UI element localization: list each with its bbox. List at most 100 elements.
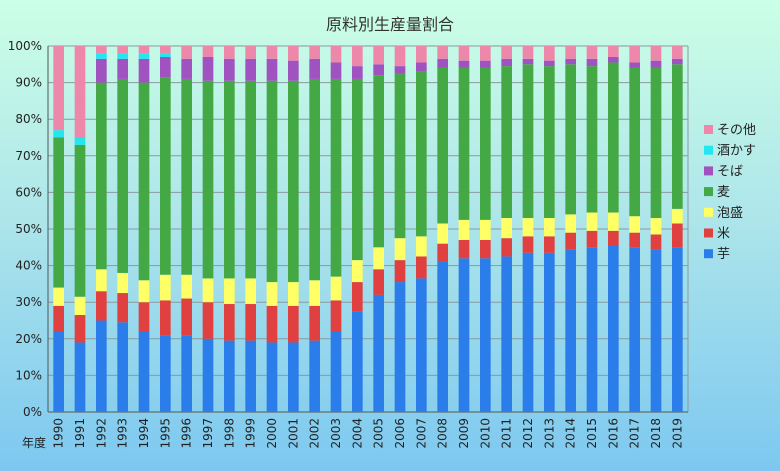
bar-segment [53, 130, 64, 138]
bar-segment [330, 46, 342, 63]
bar-segment [373, 269, 384, 295]
bar-segment [245, 340, 256, 412]
bar-segment [74, 342, 86, 412]
bar-segment [224, 46, 235, 59]
bar-segment [629, 216, 640, 233]
legend-swatch [704, 249, 713, 259]
bar-segment [416, 46, 427, 63]
y-tick-label: 0% [23, 405, 42, 419]
x-tick-label: 2015 [585, 418, 599, 449]
bar-segment [160, 46, 171, 54]
y-tick-label: 30% [15, 295, 42, 309]
bar-segment [138, 280, 150, 303]
bar-segment [373, 46, 384, 65]
bar-segment [74, 137, 86, 145]
bar-segment [138, 302, 150, 332]
legend-label: 酒かす [717, 144, 756, 159]
bar-segment [288, 342, 299, 412]
bar-segment [138, 53, 150, 59]
bar-segment [480, 258, 491, 412]
bar-segment [501, 238, 512, 257]
bar-segment [288, 282, 299, 306]
bar-segment [96, 291, 107, 321]
bar-segment [480, 239, 491, 259]
legend-label: 麦 [717, 185, 730, 200]
y-tick-label: 10% [15, 368, 42, 382]
bar-segment [352, 66, 363, 79]
bar-segment [330, 331, 342, 412]
bar-segment [394, 282, 406, 412]
bar-segment [202, 338, 214, 412]
bar-segment [74, 315, 86, 343]
y-tick-label: 70% [15, 149, 42, 163]
chart-title: 原料別生産量割合 [326, 15, 454, 34]
x-tick-label: 2017 [628, 418, 642, 449]
bar-segment [501, 218, 512, 239]
bar-segment [266, 46, 278, 59]
bar-segment [458, 67, 470, 220]
bar-segment [117, 46, 128, 54]
bar-segment [565, 64, 576, 215]
x-tick-label: 2010 [478, 418, 492, 449]
legend-label: 泡盛 [717, 206, 743, 221]
x-tick-label: 1990 [52, 418, 66, 449]
bar-segment [565, 46, 576, 59]
x-tick-label: 2000 [265, 418, 279, 449]
bar-segment [330, 62, 342, 79]
legend-label: その他 [717, 123, 756, 138]
bar-segment [117, 78, 128, 273]
bar-segment [117, 272, 128, 294]
legend-swatch [704, 207, 713, 217]
bar-segment [586, 58, 598, 67]
bar-segment [309, 46, 320, 59]
bar-segment [96, 269, 107, 292]
bar-segment [181, 335, 192, 412]
y-tick-label: 20% [15, 332, 42, 346]
bar-segment [181, 46, 192, 59]
y-tick-label: 60% [15, 185, 42, 199]
bar-segment [650, 234, 662, 250]
bar-segment [458, 258, 470, 412]
x-tick-label: 1997 [201, 418, 215, 449]
bar-segment [586, 46, 598, 59]
bar-segment [138, 46, 150, 54]
x-tick-label: 2008 [436, 418, 450, 449]
bar-segment [501, 66, 512, 219]
bar-segment [373, 64, 384, 76]
bar-segment [202, 46, 214, 57]
bar-segment [437, 243, 448, 262]
bar-segment [672, 223, 683, 248]
bar-segment [586, 212, 598, 231]
bar-segment [544, 236, 555, 253]
bar-segment [53, 305, 64, 332]
bar-segment [224, 278, 235, 305]
bar-segment [501, 46, 512, 59]
bar-segment [608, 56, 619, 63]
bar-segment [394, 66, 406, 74]
bar-segment [96, 82, 107, 270]
x-tick-label: 1998 [222, 418, 236, 449]
bar-segment [245, 304, 256, 341]
bar-segment [437, 46, 448, 59]
bar-segment [672, 247, 683, 412]
bar-segment [522, 218, 534, 237]
bar-segment [650, 60, 662, 68]
y-tick-label: 100% [8, 39, 42, 53]
bar-segment [266, 282, 278, 306]
bar-segment [202, 278, 214, 303]
bars-layer [53, 46, 683, 412]
bar-segment [224, 58, 235, 81]
bar-segment [586, 230, 598, 248]
bar-segment [416, 278, 427, 412]
bar-segment [394, 260, 406, 283]
bar-segment [202, 56, 214, 81]
bar-segment [416, 71, 427, 237]
x-tick-label: 1993 [116, 418, 130, 449]
bar-segment [672, 46, 683, 59]
bar-segment [74, 296, 86, 316]
bar-segment [224, 340, 235, 412]
bar-segment [96, 320, 107, 412]
bar-segment [160, 335, 171, 412]
y-tick-labels: 0% 10% 20% 30% 40% 50% 60% 70% 80% 90% 100% [8, 39, 42, 419]
